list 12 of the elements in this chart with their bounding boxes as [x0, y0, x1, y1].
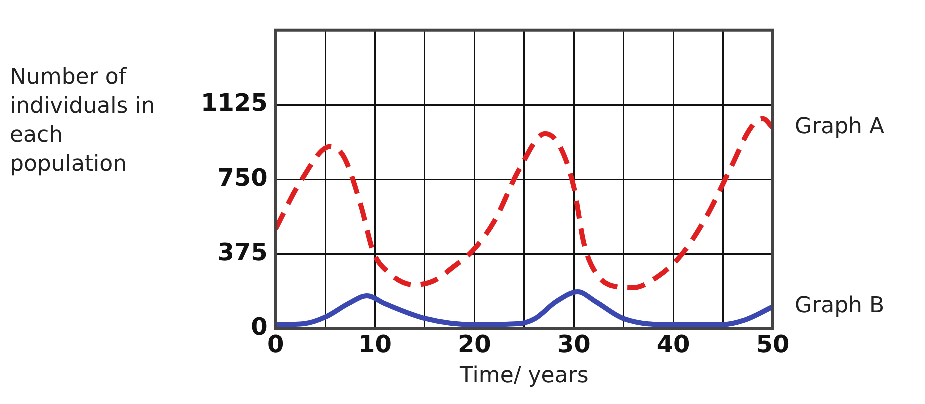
series-label: Graph A: [795, 114, 885, 140]
y-tick-label: 375: [218, 238, 268, 266]
x-tick-label: 50: [756, 330, 790, 358]
y-axis-title: Number of individuals in each population: [10, 64, 156, 179]
y-tick-label: 1125: [201, 89, 268, 118]
x-tick-label: 30: [557, 330, 591, 358]
series-label: Graph B: [795, 294, 885, 319]
y-tick-label: 750: [218, 164, 268, 192]
x-tick-label: 20: [458, 330, 492, 358]
x-tick-label: 10: [358, 330, 392, 358]
x-tick-label: 40: [656, 330, 690, 358]
x-axis-title: Time/ years: [459, 364, 589, 389]
